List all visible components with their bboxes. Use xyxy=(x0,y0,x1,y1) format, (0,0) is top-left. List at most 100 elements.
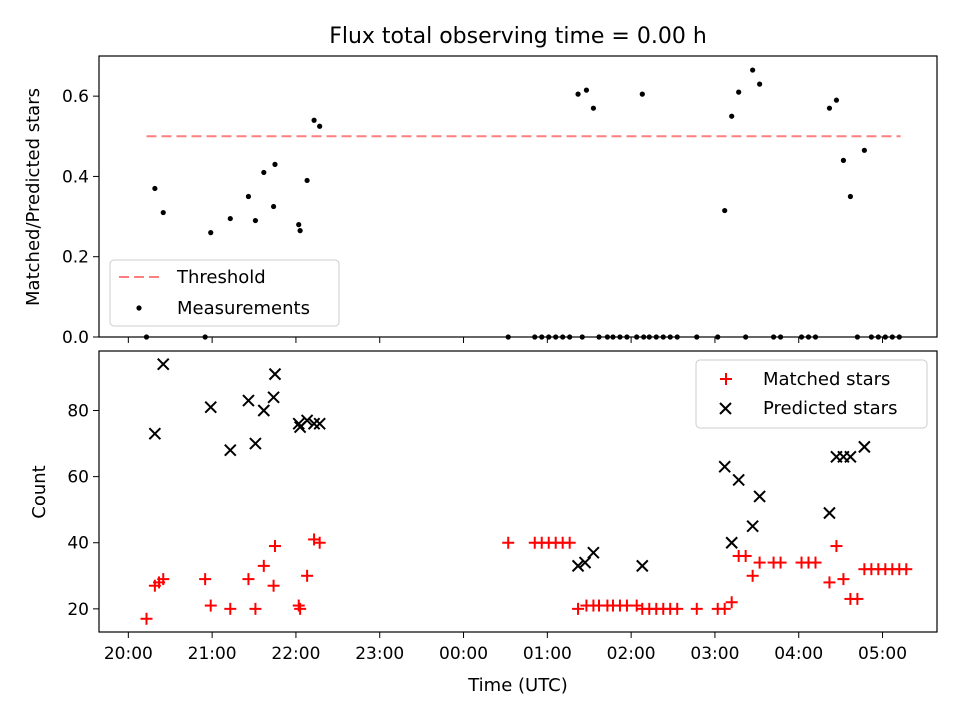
top-legend-box xyxy=(109,259,340,327)
top-y-tick-label: 0.6 xyxy=(62,87,89,107)
measurement-point xyxy=(833,97,840,103)
matched-star-point xyxy=(690,602,703,615)
bottom-y-axis: 20 40 60 80 xyxy=(67,402,99,620)
legend-measurements-label: Measurements xyxy=(177,298,310,319)
x-tick-label: 05:00 xyxy=(858,644,907,664)
top-y-tick-label: 0.0 xyxy=(62,328,89,348)
x-tick-label: 03:00 xyxy=(690,644,739,664)
bottom-x-axis: 20:00 21:00 22:00 23:00 00:00 01:00 02:00 03:00… xyxy=(104,632,907,664)
predicted-star-point xyxy=(725,536,738,549)
measurement-point xyxy=(861,147,867,153)
predicted-star-point xyxy=(753,490,766,503)
matched-star-point xyxy=(774,556,787,569)
predicted-star-point xyxy=(587,546,600,559)
predicted-star-point xyxy=(844,450,857,463)
chart-title: Flux total observing time = 0.00 h xyxy=(329,24,707,49)
matched-star-point xyxy=(572,602,585,615)
predicted-star-point xyxy=(718,460,731,473)
predicted-star-point xyxy=(823,506,836,520)
predicted-star-point xyxy=(732,473,745,487)
x-tick-label: 21:00 xyxy=(188,644,237,664)
x-tick-label: 04:00 xyxy=(774,644,823,664)
bottom-y-tick-label: 80 xyxy=(67,402,89,422)
matched-star-point xyxy=(224,602,237,615)
measurement-point xyxy=(160,209,166,216)
measurement-point xyxy=(297,228,303,234)
top-y-axis-label: Matched/Predicted stars xyxy=(23,88,44,306)
matched-star-point xyxy=(502,536,515,549)
bottom-legend: Matched stars Predicted stars xyxy=(695,359,928,429)
matched-star-point xyxy=(809,556,822,569)
top-y-axis: 0.0 0.2 0.4 0.6 xyxy=(62,87,99,348)
x-tick-label: 01:00 xyxy=(523,644,572,664)
predicted-star-point xyxy=(257,404,271,417)
predicted-star-point xyxy=(578,556,592,569)
matched-star-point xyxy=(823,576,836,589)
predicted-star-point xyxy=(204,400,217,414)
matched-star-point xyxy=(837,573,850,586)
matched-star-point xyxy=(242,573,255,586)
predicted-star-point xyxy=(307,417,321,430)
matched-star-point xyxy=(294,602,307,615)
matched-star-point xyxy=(753,556,766,569)
measurement-point xyxy=(272,161,278,167)
measurement-point xyxy=(227,215,233,222)
matched-star-point xyxy=(563,536,576,549)
predicted-star-point xyxy=(267,391,280,404)
matched-star-point xyxy=(671,602,684,615)
predicted-star-point xyxy=(242,394,255,407)
x-axis-label: Time (UTC) xyxy=(467,675,568,696)
matched-star-point xyxy=(313,536,326,549)
matched-star-point xyxy=(718,602,731,615)
predicted-star-point xyxy=(268,367,282,381)
bottom-panel: 20 40 60 80 20:00 21:00 22:00 23:00 00:00 01:00 0… xyxy=(29,350,938,696)
bottom-legend-box xyxy=(695,359,928,429)
top-y-tick-label: 0.4 xyxy=(62,167,89,187)
measurement-point xyxy=(729,113,735,119)
predicted-star-point xyxy=(313,417,326,430)
bottom-y-tick-label: 40 xyxy=(67,534,89,554)
predicted-star-point xyxy=(292,417,305,430)
matched-star-point xyxy=(739,549,752,562)
matched-star-point xyxy=(267,579,280,592)
measurement-point xyxy=(840,157,847,163)
measurement-point xyxy=(304,177,310,184)
measurement-point xyxy=(152,185,158,192)
matched-star-point xyxy=(199,573,212,586)
predicted-star-point xyxy=(224,443,237,457)
matched-star-point xyxy=(157,573,170,586)
measurement-point xyxy=(252,217,259,224)
measurement-point xyxy=(575,91,581,97)
measurement-point xyxy=(245,193,252,200)
matched-star-point xyxy=(249,602,262,615)
measurement-point xyxy=(639,91,645,97)
measurement-point xyxy=(722,207,728,214)
measurement-point xyxy=(750,67,756,73)
measurement-point xyxy=(311,117,317,123)
measurement-point xyxy=(261,169,267,176)
matched-star-point xyxy=(204,599,217,612)
matched-star-point xyxy=(851,592,864,605)
measurement-point xyxy=(270,203,277,210)
measurement-point xyxy=(208,230,214,236)
x-tick-label: 00:00 xyxy=(439,644,488,664)
matched-star-point xyxy=(268,540,281,553)
predicted-star-point xyxy=(148,427,162,440)
legend-threshold-label: Threshold xyxy=(176,267,266,288)
matched-star-point xyxy=(725,596,738,609)
top-legend: Threshold Measurements xyxy=(109,259,340,327)
predicted-star-point xyxy=(300,414,314,427)
x-tick-label: 02:00 xyxy=(607,644,656,664)
legend-matched-label: Matched stars xyxy=(763,369,890,390)
legend-matched-swatch xyxy=(720,373,732,385)
x-tick-label: 23:00 xyxy=(355,644,404,664)
predicted-star-point xyxy=(157,358,170,371)
predicted-star-point xyxy=(858,440,871,454)
measurement-point xyxy=(847,193,854,200)
legend-predicted-label: Predicted stars xyxy=(763,398,897,419)
bottom-y-tick-label: 60 xyxy=(67,468,89,488)
measurement-point xyxy=(317,123,323,129)
top-x-ticks xyxy=(127,337,884,343)
measurement-point xyxy=(736,89,742,95)
